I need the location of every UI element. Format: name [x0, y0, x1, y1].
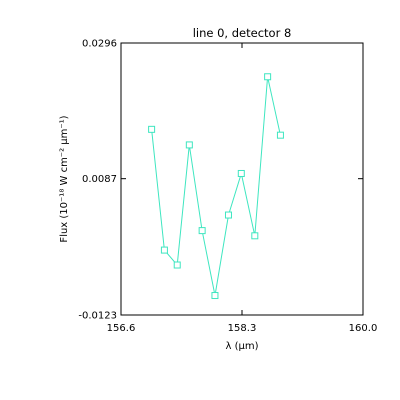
data-point-marker [198, 227, 206, 235]
data-point-marker [224, 211, 232, 219]
data-point-marker [264, 73, 272, 81]
data-point-marker [237, 169, 245, 177]
data-point-marker [160, 246, 168, 254]
chart-title: line 0, detector 8 [193, 26, 292, 40]
data-series [148, 73, 284, 300]
data-point-marker [211, 292, 219, 300]
axis-ticks [120, 42, 364, 316]
x-tick-label: 156.6 [107, 323, 136, 334]
data-point-marker [148, 125, 156, 133]
x-axis-label: λ (μm) [225, 341, 258, 352]
axis-tick-labels: 156.6 158.3 160.0 -0.0123 0.0087 0.0296 [78, 39, 377, 335]
data-point-marker [276, 131, 284, 139]
y-tick-label: 0.0296 [82, 39, 117, 50]
x-tick-label: 158.3 [228, 323, 257, 334]
y-tick-label: 0.0087 [82, 174, 117, 185]
data-point-marker [251, 232, 259, 240]
data-point-marker [185, 141, 193, 149]
x-tick-label: 160.0 [349, 323, 378, 334]
y-tick-label: -0.0123 [78, 311, 117, 322]
data-point-marker [173, 261, 181, 269]
y-axis-label: Flux (10⁻¹⁸ W cm⁻² μm⁻¹) [59, 115, 70, 242]
